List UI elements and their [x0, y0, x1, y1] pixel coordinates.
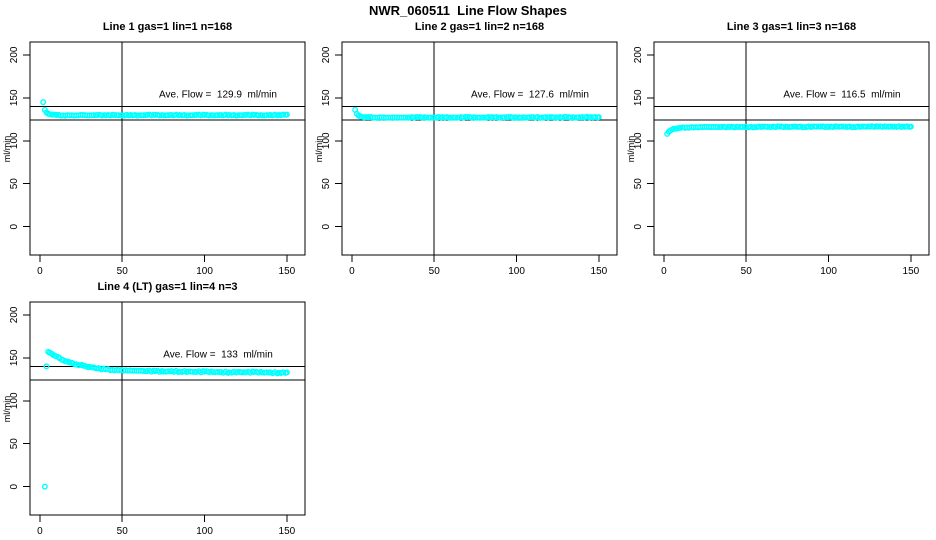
- svg-text:150: 150: [9, 89, 20, 106]
- ave-flow-annotation: Ave. Flow = 127.6 ml/min: [471, 89, 589, 101]
- svg-text:150: 150: [9, 349, 20, 366]
- svg-text:0: 0: [321, 223, 332, 229]
- svg-text:0: 0: [661, 266, 667, 277]
- svg-text:0: 0: [9, 223, 20, 229]
- svg-text:0: 0: [633, 223, 644, 229]
- svg-text:50: 50: [321, 178, 332, 190]
- svg-text:200: 200: [9, 306, 20, 323]
- plot-area: 0 50 100 150 200 0 50 100 150: [9, 41, 306, 277]
- svg-text:100: 100: [9, 132, 20, 149]
- svg-text:0: 0: [37, 266, 43, 277]
- ave-flow-annotation: Ave. Flow = 133 ml/min: [163, 349, 273, 361]
- svg-text:100: 100: [196, 526, 213, 537]
- svg-text:0: 0: [37, 526, 43, 537]
- svg-text:100: 100: [9, 392, 20, 409]
- y-axis-label: ml/min: [314, 135, 324, 163]
- svg-text:50: 50: [429, 266, 441, 277]
- svg-text:100: 100: [321, 132, 332, 149]
- panel-line-4: 0 50 100 150 200 0 50 100 150 Line 4 (LT) gas=1 …: [0, 278, 312, 540]
- panel-title: Line 2 gas=1 lin=2 n=168: [414, 21, 545, 33]
- y-axis-label: ml/min: [626, 135, 636, 163]
- svg-text:50: 50: [633, 178, 644, 190]
- svg-text:50: 50: [741, 266, 753, 277]
- svg-text:200: 200: [9, 46, 20, 63]
- figure-title: NWR_060511 Line Flow Shapes: [369, 3, 567, 18]
- plot-area: 0 50 100 150 200 0 50 100 150: [633, 41, 930, 277]
- y-axis-label: ml/min: [2, 135, 12, 163]
- svg-text:100: 100: [820, 266, 837, 277]
- svg-text:50: 50: [117, 526, 129, 537]
- svg-text:150: 150: [279, 266, 296, 277]
- svg-text:0: 0: [9, 483, 20, 489]
- svg-text:200: 200: [633, 46, 644, 63]
- ave-flow-annotation: Ave. Flow = 116.5 ml/min: [783, 89, 901, 101]
- panel-title: Line 4 (LT) gas=1 lin=4 n=3: [97, 281, 238, 293]
- svg-text:100: 100: [196, 266, 213, 277]
- svg-text:150: 150: [279, 526, 296, 537]
- panel-title: Line 3 gas=1 lin=3 n=168: [726, 21, 857, 33]
- panel-line-3: 0 50 100 150 200 0 50 100 150 Line 3 gas=1 lin=3…: [624, 18, 936, 280]
- svg-text:50: 50: [9, 438, 20, 450]
- svg-text:150: 150: [321, 89, 332, 106]
- svg-text:150: 150: [591, 266, 608, 277]
- svg-text:150: 150: [633, 89, 644, 106]
- svg-text:200: 200: [321, 46, 332, 63]
- svg-text:100: 100: [633, 132, 644, 149]
- panel-line-1: 0 50 100 150 200 0 50 100 150 Line 1 gas=1 lin=1…: [0, 18, 312, 280]
- plot-area: 0 50 100 150 200 0 50 100 150: [9, 301, 306, 537]
- svg-text:0: 0: [349, 266, 355, 277]
- svg-text:100: 100: [508, 266, 525, 277]
- svg-text:50: 50: [9, 178, 20, 190]
- svg-text:50: 50: [117, 266, 129, 277]
- y-axis-label: ml/min: [2, 395, 12, 423]
- svg-text:150: 150: [903, 266, 920, 277]
- panel-line-2: 0 50 100 150 200 0 50 100 150 Line 2 gas=1 lin=2…: [312, 18, 624, 280]
- ave-flow-annotation: Ave. Flow = 129.9 ml/min: [159, 89, 277, 101]
- panel-title: Line 1 gas=1 lin=1 n=168: [102, 21, 233, 33]
- plot-area: 0 50 100 150 200 0 50 100 150: [321, 41, 618, 277]
